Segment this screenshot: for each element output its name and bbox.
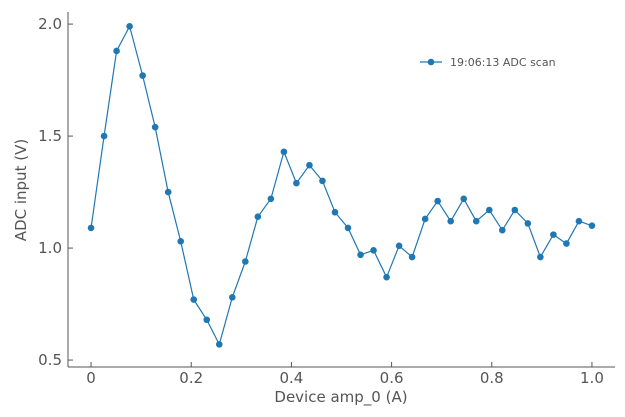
data-point xyxy=(472,217,480,225)
data-point xyxy=(524,220,532,227)
data-point xyxy=(485,206,493,214)
data-point xyxy=(164,188,172,196)
data-point xyxy=(511,206,519,214)
y-tick-label: 1.5 xyxy=(38,127,62,145)
data-point xyxy=(319,177,326,185)
data-point xyxy=(421,215,429,223)
data-point xyxy=(190,296,198,303)
data-point xyxy=(267,195,275,203)
legend-marker xyxy=(427,58,435,66)
data-point xyxy=(588,222,596,229)
data-point xyxy=(331,208,339,216)
data-point xyxy=(229,294,236,301)
data-point xyxy=(447,217,454,225)
x-tick-label: 0.2 xyxy=(179,369,203,387)
data-point xyxy=(306,161,313,169)
data-point xyxy=(370,247,377,254)
data-point xyxy=(113,47,120,55)
data-point xyxy=(434,197,441,205)
data-point xyxy=(344,224,352,232)
data-point xyxy=(177,238,185,245)
data-point xyxy=(357,251,364,259)
data-point xyxy=(550,231,557,238)
x-tick-label: 0.6 xyxy=(380,369,404,387)
y-tick-label: 2.0 xyxy=(38,15,62,33)
data-point xyxy=(254,213,262,221)
data-point xyxy=(203,316,211,324)
data-point xyxy=(100,132,108,140)
data-line xyxy=(90,24,593,347)
x-tick-label: 1.0 xyxy=(580,369,604,387)
y-axis-label: ADC input (V) xyxy=(12,139,30,241)
data-point xyxy=(280,148,288,156)
data-point xyxy=(460,195,468,203)
y-tick-label: 1.0 xyxy=(38,239,62,257)
data-point xyxy=(408,253,416,261)
data-point xyxy=(383,273,390,281)
x-tick-label: 0.4 xyxy=(279,369,303,387)
data-point xyxy=(498,226,506,234)
data-point xyxy=(126,23,133,30)
data-point xyxy=(242,258,249,265)
data-point xyxy=(139,72,146,79)
data-point xyxy=(395,242,403,250)
x-axis-label: Device amp_0 (A) xyxy=(274,388,407,407)
y-tick-label: 0.5 xyxy=(38,351,62,369)
data-point xyxy=(563,240,570,247)
data-point xyxy=(87,224,95,232)
data-point xyxy=(293,179,300,187)
data-point xyxy=(575,217,583,225)
data-point xyxy=(215,341,223,348)
x-tick-label: 0 xyxy=(86,369,96,387)
data-point xyxy=(151,123,159,131)
legend-label: 19:06:13 ADC scan xyxy=(450,56,556,69)
x-tick-label: 0.8 xyxy=(480,369,504,387)
data-point xyxy=(537,253,544,261)
